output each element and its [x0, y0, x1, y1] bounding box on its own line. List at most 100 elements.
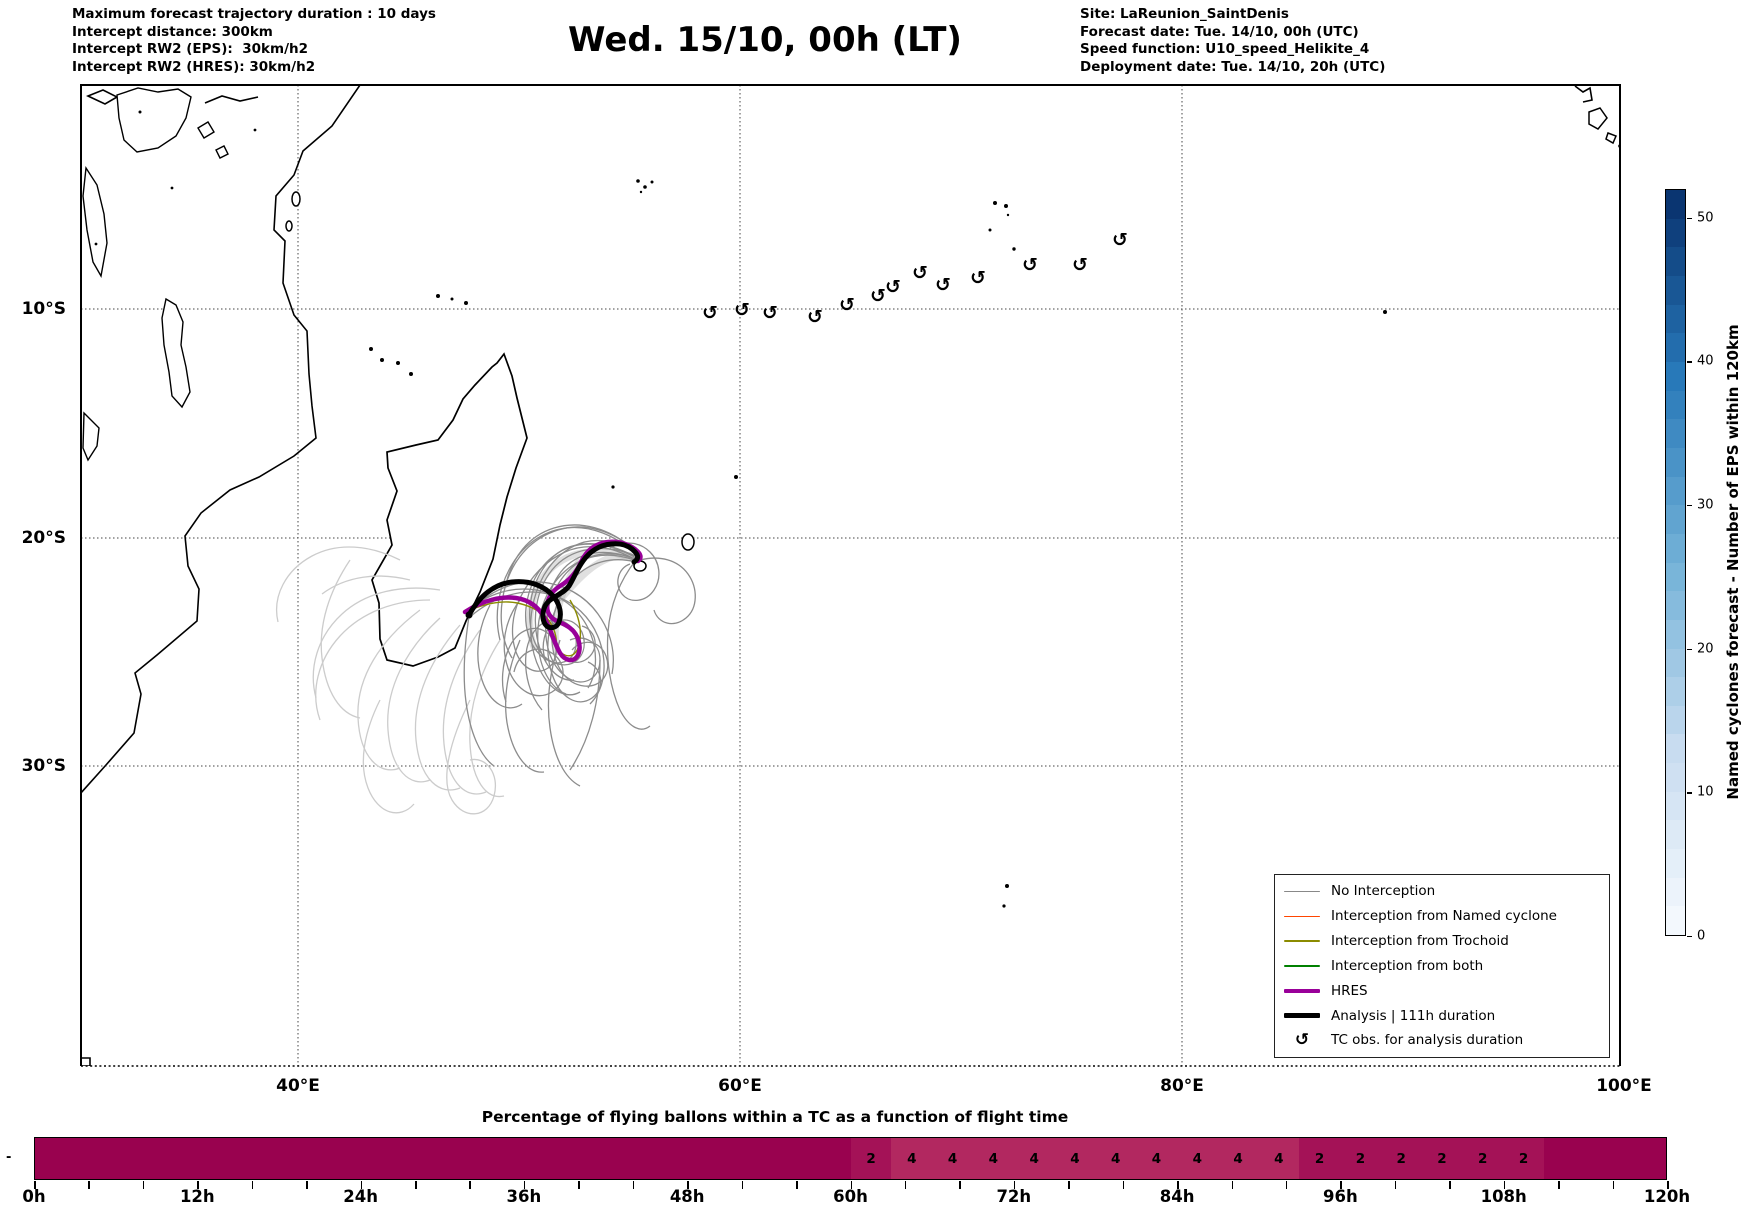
- tc-obs-symbol: ↺: [807, 306, 823, 328]
- flight-bar-bin: [361, 1138, 403, 1179]
- flight-bar-bin: [605, 1138, 647, 1179]
- legend-item-label: Interception from Named cyclone: [1331, 908, 1557, 925]
- flight-bar-bin: 2: [1340, 1138, 1381, 1179]
- colorbar-segment: [1666, 820, 1685, 850]
- madagascar-coastline: [371, 352, 528, 667]
- island-dot: [734, 475, 738, 479]
- map-legend: No Interception Interception from Named c…: [1274, 874, 1610, 1058]
- lake-outline: [82, 411, 100, 462]
- tc-obs-symbol: ↺: [734, 299, 750, 321]
- island-dot: [1383, 310, 1387, 314]
- flight-bar-bin: [442, 1138, 484, 1179]
- island-dot: [1004, 204, 1008, 208]
- flight-bar-tick: [1013, 1181, 1016, 1189]
- colorbar-tick: [1687, 505, 1692, 507]
- flight-bar-tick: [796, 1181, 798, 1189]
- flight-bar-bin: 2: [850, 1138, 892, 1179]
- trajectory-no-interception: [467, 588, 597, 689]
- island-dot: [409, 372, 413, 376]
- colorbar-segment: [1666, 734, 1685, 764]
- flight-bar-bin: [809, 1138, 851, 1179]
- flight-bar-bin: [402, 1138, 443, 1179]
- colorbar-segment: [1666, 333, 1685, 362]
- island-dot: [650, 180, 654, 184]
- trajectory-light-gray: [387, 617, 441, 783]
- flight-bar-bin: [279, 1138, 321, 1179]
- tc-obs-symbol: ↺: [762, 302, 778, 324]
- colorbar-segment: [1666, 447, 1685, 477]
- map-content: ↺ ↺ ↺ ↺↺ ↺ ↺↺↺ ↺↺ ↺↺: [81, 85, 1620, 1066]
- trajectory-light-gray: [469, 639, 505, 798]
- colorbar-segment: [1666, 648, 1685, 678]
- flight-bar-tick-label: 24h: [343, 1187, 378, 1206]
- tc-obs-symbol: ↺: [970, 267, 986, 289]
- colorbar: [1665, 189, 1686, 936]
- flight-bar-bin: [728, 1138, 770, 1179]
- colorbar-segment: [1666, 849, 1685, 878]
- flight-bar-tick: [1612, 1181, 1615, 1189]
- legend-line-color: [1284, 890, 1320, 893]
- flight-bar-tick: [197, 1181, 199, 1189]
- trajectory-no-interception: [547, 639, 581, 787]
- trajectory-light-gray: [446, 699, 496, 815]
- flight-bar-tick: [687, 1181, 689, 1189]
- tc-obs-symbol: ↺: [839, 294, 855, 316]
- flight-bar-bin: [1543, 1138, 1585, 1179]
- flight-bar-bin: 2: [1380, 1138, 1422, 1179]
- flight-bar-tick-label: 12h: [179, 1187, 215, 1206]
- flight-bar-bin: [483, 1138, 525, 1179]
- flight-bar-bin: [198, 1138, 239, 1179]
- legend-line-color: [1284, 915, 1320, 918]
- island-dot: [993, 201, 997, 205]
- colorbar-segment: [1666, 791, 1685, 821]
- flight-bar-tick: [88, 1181, 90, 1189]
- flight-bar-tick: [1667, 1181, 1669, 1189]
- island-outline: [1605, 132, 1617, 145]
- trajectory-no-interception: [551, 559, 637, 687]
- flight-bar-tick: [1231, 1181, 1234, 1189]
- legend-item-label: No Interception: [1331, 883, 1436, 900]
- colorbar-segment: [1666, 247, 1685, 276]
- map-x-tick-label: 60°E: [718, 1076, 762, 1096]
- trajectory-no-interception: [496, 526, 637, 641]
- flight-bar-tick: [1177, 1181, 1179, 1189]
- flight-bar-tick: [1558, 1181, 1560, 1189]
- flight-bar-tick: [632, 1181, 635, 1189]
- tc-obs-symbol: ↺: [1022, 254, 1038, 276]
- colorbar-segment: [1666, 619, 1685, 649]
- island-dot: [464, 301, 468, 305]
- flight-bar-bin: [769, 1138, 810, 1179]
- map-y-tick-label: 10°S: [21, 299, 66, 319]
- island-dot: [611, 485, 615, 489]
- flight-bar-tick: [1340, 1181, 1342, 1189]
- colorbar-label: Named cyclones forecast - Number of EPS …: [1724, 324, 1742, 800]
- colorbar-tick: [1687, 648, 1692, 651]
- colorbar-segment: [1666, 419, 1685, 448]
- trajectory-light-gray: [362, 699, 415, 814]
- colorbar-tick: [1687, 361, 1692, 363]
- trajectory-light-gray: [321, 575, 411, 595]
- flight-bar-bin: 4: [1136, 1138, 1177, 1179]
- flight-bar-tick-label: 36h: [506, 1187, 542, 1206]
- map-x-tick-label: 40°E: [276, 1076, 320, 1096]
- lake-outline: [116, 87, 192, 153]
- flight-bar-tick: [1122, 1181, 1125, 1189]
- legend-item: Interception from both: [1283, 954, 1601, 977]
- colorbar-segment: [1666, 763, 1685, 792]
- header-left-info-line: Intercept distance: 300km: [72, 23, 273, 40]
- flight-bar-tick-label: 48h: [669, 1187, 705, 1206]
- island-dot: [450, 297, 454, 301]
- island-dot: [380, 358, 384, 362]
- flight-bar-bin: 4: [932, 1138, 973, 1179]
- trajectory-no-interception: [569, 659, 601, 771]
- flight-bar-bin: 2: [1503, 1138, 1544, 1179]
- flight-bar-tick: [415, 1181, 417, 1189]
- flight-bar-tick: [1068, 1181, 1070, 1189]
- flight-bar-title: Percentage of flying ballons within a TC…: [481, 1108, 1069, 1126]
- legend-line-swatch: [1283, 988, 1321, 993]
- map-frame: [80, 84, 1621, 1066]
- island-dot: [1005, 884, 1009, 888]
- flight-bar-tick: [741, 1181, 744, 1189]
- island-dot: [639, 190, 643, 194]
